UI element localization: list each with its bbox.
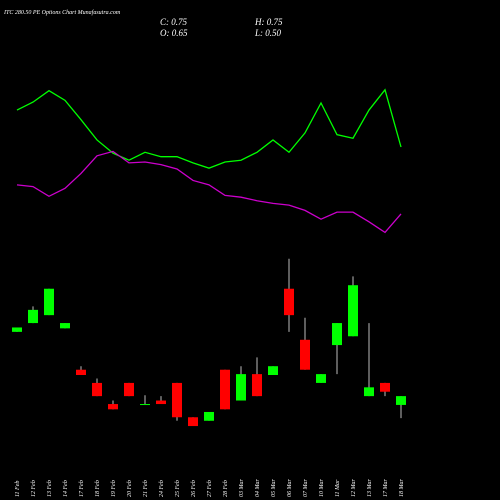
candle-body [252, 374, 262, 397]
candle-body [268, 366, 278, 375]
candle-body [60, 323, 70, 329]
x-tick-label: 19 Feb [111, 480, 117, 497]
candle-body [396, 396, 406, 405]
candle-body [172, 382, 182, 418]
x-tick-label: 12 Feb [31, 480, 37, 497]
x-tick-label: 07 Mar [303, 479, 309, 497]
x-tick-label: 27 Feb [207, 480, 213, 497]
x-tick-label: 18 Feb [95, 480, 101, 497]
candle-body [220, 369, 230, 410]
chart-title: ITC 280.50 PE Options Chart Munafasutra.… [3, 9, 121, 16]
x-tick-label: 28 Feb [223, 480, 229, 497]
candle-body [108, 404, 118, 410]
candle-body [300, 339, 310, 370]
x-tick-label: 26 Feb [191, 480, 197, 497]
candle-body [364, 387, 374, 397]
x-tick-label: 04 Mar [254, 479, 261, 497]
candle-body [380, 382, 390, 392]
x-tick-label: 11 Mar [335, 479, 341, 497]
x-tick-label: 13 Mar [367, 479, 373, 497]
candle-body [204, 411, 214, 421]
low-text: L: 0.50 [254, 28, 282, 38]
x-tick-label: 17 Mar [383, 479, 389, 497]
candle-body [284, 288, 294, 316]
candle-body [12, 327, 22, 332]
x-tick-label: 18 Mar [399, 479, 405, 497]
candle-body [156, 400, 166, 405]
x-tick-label: 24 Feb [158, 480, 165, 497]
candle-body [332, 323, 342, 346]
candle-body [188, 417, 198, 427]
candle-body [76, 369, 86, 375]
x-tick-label: 05 Mar [271, 479, 277, 497]
indicator-line [16, 88, 402, 169]
x-tick-label: 03 Mar [239, 479, 245, 497]
candle-body [44, 288, 54, 316]
x-tick-label: 13 Feb [47, 480, 53, 497]
candle-body [28, 309, 38, 324]
x-tick-label: 20 Feb [127, 480, 133, 497]
x-tick-label: 21 Feb [143, 480, 149, 497]
x-tick-label: 25 Feb [175, 480, 181, 497]
indicator-line [16, 150, 402, 234]
x-tick-label: 12 Mar [351, 479, 357, 497]
candle-body [348, 285, 358, 337]
close-text: C: 0.75 [160, 17, 188, 27]
open-text: O: 0.65 [160, 28, 188, 38]
x-tick-label: 14 Feb [62, 480, 69, 497]
candle-body [140, 404, 150, 406]
x-tick-label: 10 Mar [319, 479, 325, 497]
x-tick-label: 11 Feb [15, 481, 21, 497]
candle-body [236, 374, 246, 401]
x-tick-label: 06 Mar [287, 479, 293, 497]
candle-body [316, 374, 326, 383]
candle-body [124, 382, 134, 397]
high-text: H: 0.75 [254, 17, 283, 27]
x-tick-label: 17 Feb [79, 480, 85, 497]
candle-body [92, 382, 102, 397]
